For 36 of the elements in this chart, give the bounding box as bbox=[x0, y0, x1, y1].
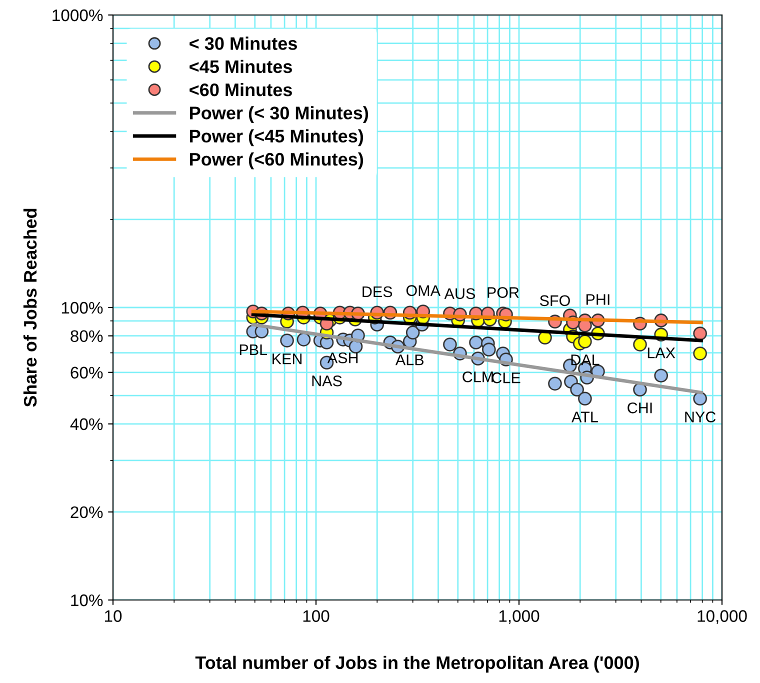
x-tick-label: 1,000 bbox=[499, 610, 540, 624]
legend-label: <60 Minutes bbox=[190, 82, 292, 96]
annotation: LAX bbox=[648, 348, 676, 358]
legend-label: < 30 Minutes bbox=[190, 36, 297, 50]
y-tick-label: 60% bbox=[70, 366, 103, 379]
y-tick-label: 40% bbox=[70, 418, 103, 430]
annotation: AUS bbox=[444, 288, 475, 300]
annotation: DAL bbox=[571, 354, 600, 366]
y-tick-label: 80% bbox=[70, 330, 103, 342]
legend-label: Power (<60 Minutes) bbox=[190, 152, 364, 170]
annotation: CHI bbox=[628, 402, 652, 414]
legend-label: Power (<45 Minutes) bbox=[190, 129, 364, 146]
y-axis-title: Share of Jobs Reached bbox=[23, 208, 37, 407]
annotation: CLM bbox=[462, 371, 493, 382]
x-tick-label: 10,000 bbox=[698, 610, 747, 624]
annotation: SFO bbox=[540, 295, 570, 306]
y-tick-label: 1000% bbox=[52, 9, 103, 22]
annotation: KEN bbox=[272, 354, 302, 364]
y-tick-label: 100% bbox=[62, 302, 103, 314]
y-tick-label: 20% bbox=[70, 506, 103, 518]
x-tick-label: 100 bbox=[303, 610, 330, 622]
annotation: CLE bbox=[492, 372, 520, 384]
y-tick-label: 10% bbox=[71, 594, 103, 606]
annotation: NAS bbox=[312, 376, 342, 386]
annotation: PHI bbox=[586, 294, 610, 305]
legend-label: Power (< 30 Minutes) bbox=[190, 106, 368, 123]
annotation: PBL bbox=[240, 344, 268, 356]
annotation: ALB bbox=[395, 354, 424, 366]
annotation: POR bbox=[488, 287, 519, 298]
annotation: DES bbox=[362, 286, 392, 298]
annotation: ATL bbox=[572, 412, 598, 422]
annotation: NYC bbox=[685, 412, 716, 422]
legend-label: <45 Minutes bbox=[190, 60, 292, 74]
x-tick-label: 10 bbox=[105, 610, 122, 622]
annotation: OMA bbox=[406, 285, 440, 296]
x-axis-title: Total number of Jobs in the Metropolitan Area ('000) bbox=[195, 656, 639, 673]
